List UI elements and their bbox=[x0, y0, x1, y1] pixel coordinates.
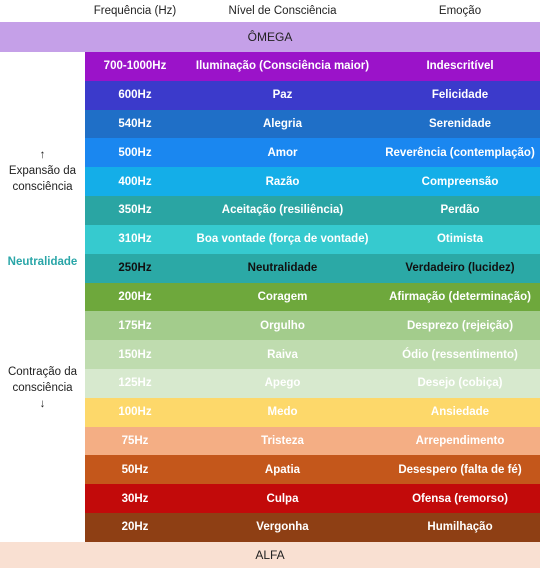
level-cell: Raiva bbox=[267, 348, 298, 361]
emotion-cell: Reverência (contemplação) bbox=[385, 146, 535, 159]
emotion-cell: Verdadeiro (lucidez) bbox=[405, 262, 515, 275]
alfa-band: ALFA bbox=[0, 542, 540, 568]
level-cell: Coragem bbox=[257, 290, 308, 303]
frequency-cell: 150Hz bbox=[118, 348, 152, 361]
frequency-cell: 350Hz bbox=[118, 204, 152, 217]
frequency-cell: 50Hz bbox=[121, 463, 149, 476]
table-row: 310Hz Boa vontade (força de vontade) Otimi… bbox=[85, 224, 540, 254]
level-cell: Boa vontade (força de vontade) bbox=[196, 233, 369, 246]
emotion-cell: Afirmação (determinação) bbox=[389, 290, 531, 303]
frequency-cell: 20Hz bbox=[121, 521, 149, 534]
table-row: 600Hz Paz Felicidade bbox=[85, 80, 540, 110]
frequency-cell: 125Hz bbox=[118, 377, 152, 390]
expansion-label: ↑ Expansão da consciência bbox=[8, 149, 77, 193]
level-cell: Apatia bbox=[264, 463, 301, 476]
frequency-cell: 540Hz bbox=[118, 118, 152, 131]
consciousness-table: 700-1000Hz Iluminação (Consciência maior)… bbox=[85, 52, 540, 542]
emotion-cell: Compreensão bbox=[421, 175, 499, 188]
emotion-cell: Ódio (ressentimento) bbox=[402, 348, 518, 361]
header-level: Nível de Consciência bbox=[228, 5, 337, 17]
level-cell: Razão bbox=[265, 175, 300, 188]
level-cell: Neutralidade bbox=[247, 262, 318, 275]
level-cell: Apego bbox=[264, 377, 301, 390]
header-frequency: Frequência (Hz) bbox=[93, 5, 177, 17]
emotion-cell: Arrependimento bbox=[415, 434, 505, 447]
level-cell: Alegria bbox=[263, 118, 302, 131]
frequency-cell: 30Hz bbox=[121, 492, 149, 505]
side-labels: ↑ Expansão da consciência Neutralidade Con… bbox=[0, 52, 85, 542]
table-row: 125Hz Apego Desejo (cobiça) bbox=[85, 368, 540, 398]
frequency-cell: 250Hz bbox=[118, 262, 152, 275]
table-row: 50Hz Apatia Desespero (falta de fé) bbox=[85, 455, 540, 485]
emotion-cell: Ofensa (remorso) bbox=[412, 492, 508, 505]
table-row: 400Hz Razão Compreensão bbox=[85, 167, 540, 197]
table-row: 20Hz Vergonha Humilhação bbox=[85, 513, 540, 542]
frequency-cell: 75Hz bbox=[121, 434, 149, 447]
header-emotion: Emoção bbox=[438, 5, 482, 17]
emotion-cell: Perdão bbox=[440, 204, 480, 217]
table-row: 30Hz Culpa Ofensa (remorso) bbox=[85, 484, 540, 513]
emotion-cell: Otimista bbox=[436, 233, 483, 246]
emotion-cell: Desprezo (rejeição) bbox=[406, 319, 514, 332]
table-row: 540Hz Alegria Serenidade bbox=[85, 109, 540, 139]
table-row: 700-1000Hz Iluminação (Consciência maior)… bbox=[85, 52, 540, 81]
frequency-cell: 600Hz bbox=[118, 89, 152, 102]
emotion-cell: Serenidade bbox=[429, 118, 491, 131]
emotion-cell: Indescritível bbox=[426, 60, 494, 73]
frequency-cell: 200Hz bbox=[118, 290, 152, 303]
emotion-cell: Desejo (cobiça) bbox=[417, 377, 503, 390]
emotion-cell: Humilhação bbox=[427, 521, 493, 534]
table-row: 250Hz Neutralidade Verdadeiro (lucidez) bbox=[85, 253, 540, 283]
level-cell: Aceitação (resiliência) bbox=[221, 204, 344, 217]
frequency-cell: 500Hz bbox=[118, 146, 152, 159]
table-row: 100Hz Medo Ansiedade bbox=[85, 397, 540, 427]
frequency-cell: 400Hz bbox=[118, 175, 152, 188]
omega-band: ÔMEGA bbox=[0, 22, 540, 52]
level-cell: Paz bbox=[272, 89, 293, 102]
frequency-cell: 700-1000Hz bbox=[103, 60, 167, 73]
frequency-cell: 175Hz bbox=[118, 319, 152, 332]
table-row: 150Hz Raiva Ódio (ressentimento) bbox=[85, 340, 540, 369]
emotion-cell: Desespero (falta de fé) bbox=[398, 463, 522, 476]
table-row: 175Hz Orgulho Desprezo (rejeição) bbox=[85, 311, 540, 341]
level-cell: Orgulho bbox=[260, 319, 305, 332]
level-cell: Medo bbox=[267, 406, 298, 419]
frequency-cell: 310Hz bbox=[118, 233, 152, 246]
level-cell: Amor bbox=[267, 146, 298, 159]
level-cell: Tristeza bbox=[261, 434, 304, 447]
table-row: 200Hz Coragem Afirmação (determinação) bbox=[85, 282, 540, 312]
table-row: 75Hz Tristeza Arrependimento bbox=[85, 426, 540, 456]
contraction-label: Contração da consciência ↓ bbox=[7, 366, 78, 410]
table-row: 350Hz Aceitação (resiliência) Perdão bbox=[85, 196, 540, 225]
frequency-cell: 100Hz bbox=[118, 406, 152, 419]
level-cell: Iluminação (Consciência maior) bbox=[195, 60, 370, 73]
table-row: 500Hz Amor Reverência (contemplação) bbox=[85, 138, 540, 168]
emotion-cell: Felicidade bbox=[431, 89, 489, 102]
level-cell: Vergonha bbox=[256, 521, 309, 534]
neutrality-label: Neutralidade bbox=[7, 256, 78, 268]
emotion-cell: Ansiedade bbox=[430, 406, 490, 419]
table-header: Frequência (Hz) Nível de Consciência Emo… bbox=[85, 0, 540, 22]
level-cell: Culpa bbox=[266, 492, 299, 505]
